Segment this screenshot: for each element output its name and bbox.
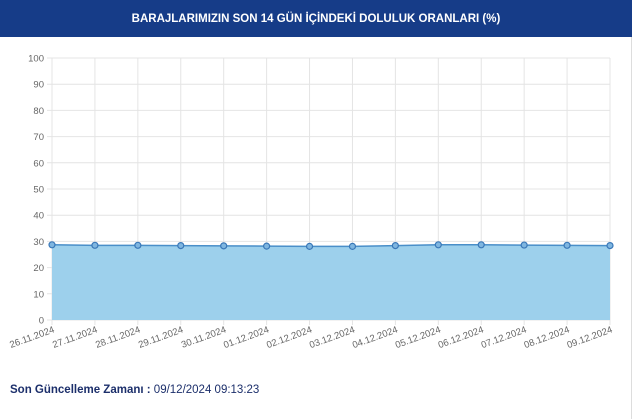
y-tick-label: 70 <box>33 132 44 143</box>
data-point <box>263 242 271 250</box>
series-line <box>51 244 611 248</box>
data-point <box>563 241 571 249</box>
data-point <box>477 241 485 249</box>
x-tick-label: 29.11.2024 <box>137 324 185 350</box>
y-tick-label: 0 <box>39 316 44 327</box>
y-tick-label: 10 <box>33 289 44 300</box>
dam-occupancy-chart: 0 10 20 30 40 50 60 70 80 90 100 26.11.202427.11.20… <box>8 54 614 352</box>
data-point <box>348 242 357 250</box>
last-update-value: 09/12/2024 09:13:23 <box>153 384 260 396</box>
x-tick-label: 08.12.2024 <box>523 324 571 351</box>
data-point <box>91 241 99 249</box>
x-tick-label: 27.11.2024 <box>51 324 99 350</box>
data-point <box>134 241 142 249</box>
area-fill <box>52 244 610 320</box>
y-tick-label: 20 <box>33 263 44 274</box>
x-tick-label: 28.11.2024 <box>94 324 142 350</box>
x-tick-label: 26.11.2024 <box>8 324 56 350</box>
x-tick-label: 02.12.2024 <box>265 324 313 351</box>
x-tick-label: 05.12.2024 <box>394 324 442 351</box>
data-point <box>391 241 399 250</box>
chart-header: BARAJLARIMIZIN SON 14 GÜN İÇİNDEKİ DOLUL… <box>0 0 632 37</box>
x-tick-label: 09.12.2024 <box>566 324 614 351</box>
x-tick-label: 30.11.2024 <box>180 324 228 350</box>
last-update-label: Son Güncelleme Zamanı : <box>10 384 151 396</box>
data-point <box>48 241 56 249</box>
x-tick-label: 04.12.2024 <box>351 324 399 351</box>
x-tick-label: 03.12.2024 <box>308 324 356 351</box>
last-update: Son Güncelleme Zamanı : 09/12/2024 09:13… <box>10 384 259 396</box>
data-point <box>606 241 614 250</box>
x-tick-label: 01.12.2024 <box>222 324 270 351</box>
data-point <box>434 241 442 249</box>
data-point <box>520 241 528 249</box>
x-tick-label: 07.12.2024 <box>480 324 528 351</box>
chart-title: BARAJLARIMIZIN SON 14 GÜN İÇİNDEKİ DOLUL… <box>131 12 501 25</box>
y-tick-label: 40 <box>33 211 44 222</box>
y-tick-label: 50 <box>33 185 44 196</box>
y-tick-label: 60 <box>33 158 44 169</box>
data-point <box>220 242 228 250</box>
y-tick-label: 30 <box>33 237 44 248</box>
y-tick-label: 80 <box>33 106 44 117</box>
data-point <box>177 241 185 250</box>
chart-panel <box>0 37 632 419</box>
x-tick-label: 06.12.2024 <box>437 324 485 351</box>
y-tick-label: 90 <box>33 80 44 91</box>
y-tick-label: 100 <box>28 54 44 65</box>
data-point <box>305 242 314 250</box>
